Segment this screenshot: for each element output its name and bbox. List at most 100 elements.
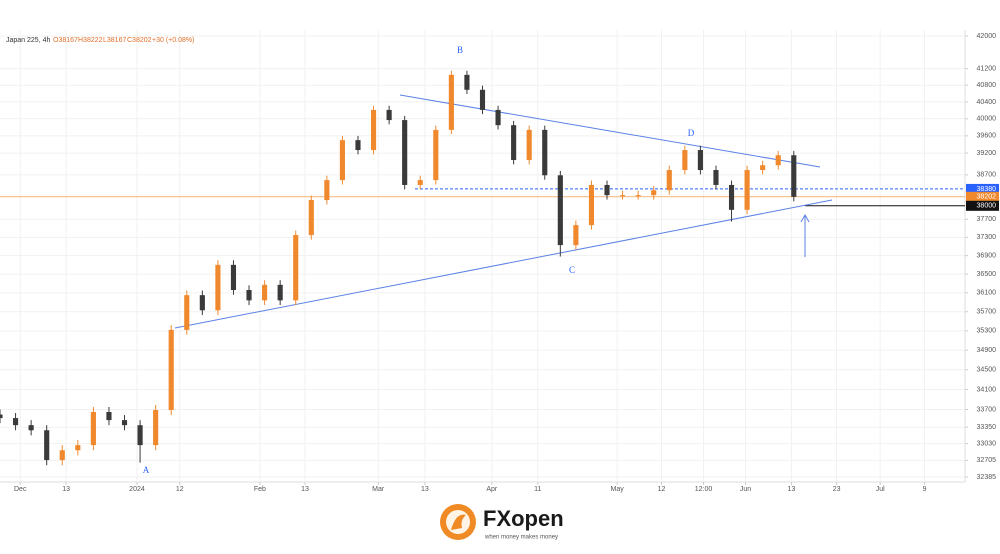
- candle-body: [433, 129, 439, 181]
- chart-background: [0, 0, 1000, 497]
- candle-body: [682, 150, 688, 171]
- x-tick-label: 12: [658, 486, 666, 493]
- candle-body: [12, 418, 19, 426]
- candle-body: [760, 165, 766, 171]
- trend-line: [174, 199, 833, 329]
- y-tick-label: 32385: [977, 474, 997, 481]
- price-label: 38202: [977, 194, 997, 201]
- ohlc-close: C38202: [127, 37, 152, 44]
- candle-body: [230, 264, 237, 290]
- candle-body: [728, 184, 735, 210]
- price-label: 38380: [977, 186, 997, 193]
- candle-body: [153, 410, 159, 446]
- x-tick-label: Dec: [14, 486, 27, 493]
- y-tick-label: 34500: [977, 367, 997, 374]
- ohlc-open: O38167: [53, 37, 78, 44]
- candle-body: [59, 450, 65, 461]
- arrow-head: [800, 213, 810, 223]
- trend-line: [399, 94, 821, 168]
- x-tick-label: 13: [62, 486, 70, 493]
- axes: 42000 41200 40800 40400 40000 39600 39200 38700…: [14, 33, 999, 493]
- candle-body: [495, 109, 501, 126]
- candle-body: [199, 295, 205, 311]
- candle-body: [246, 289, 252, 301]
- x-tick-label: 11: [534, 486, 541, 493]
- candle-body: [448, 74, 454, 130]
- candle-body: [635, 195, 641, 197]
- x-tick-label: 12: [176, 486, 184, 493]
- y-tick-label: 35300: [977, 328, 997, 335]
- price-label-box: [966, 200, 999, 211]
- candle-body: [121, 420, 128, 426]
- candle-body: [44, 430, 50, 461]
- candle-body: [775, 155, 781, 166]
- candle-body: [402, 120, 408, 185]
- y-tick-label: 38700: [977, 172, 997, 179]
- y-tick-label: 41200: [977, 66, 997, 73]
- price-lines: [0, 188, 965, 207]
- y-tick-label: 34900: [977, 347, 997, 354]
- y-tick-label: 39600: [977, 133, 997, 140]
- annotation: A: [143, 465, 150, 475]
- candles: [0, 70, 797, 466]
- price-label-box: [966, 183, 999, 194]
- y-tick-label: 33350: [977, 424, 997, 431]
- candle-body: [713, 170, 719, 185]
- candle-body: [324, 180, 330, 201]
- candle-body: [791, 155, 797, 197]
- annotation: B: [457, 45, 463, 55]
- candle-body: [215, 264, 221, 311]
- y-tick-label: 42000: [977, 33, 997, 40]
- candle-body: [620, 195, 626, 197]
- y-tick-label: 32705: [977, 457, 997, 464]
- candle-body: [137, 425, 143, 446]
- candle-body: [308, 200, 314, 236]
- candle-body: [573, 225, 579, 246]
- candle-body: [557, 175, 563, 246]
- candle-body: [28, 425, 34, 431]
- candle-body: [262, 284, 268, 301]
- candle-body: [542, 129, 548, 176]
- brand: FXopen: [483, 506, 564, 531]
- price-label: 38000: [977, 203, 997, 210]
- y-tick-label: 34100: [977, 386, 997, 393]
- annotation: D: [688, 128, 695, 138]
- tagline: when money makes money: [484, 535, 558, 541]
- candle-body: [0, 414, 3, 419]
- candle-body: [697, 150, 703, 171]
- y-tick-label: 36500: [977, 271, 997, 278]
- ohlc-high: H38222: [78, 37, 103, 44]
- x-tick-label: Jul: [876, 486, 885, 493]
- ohlc-low: L38167: [103, 37, 126, 44]
- y-tick-label: 37300: [977, 234, 997, 241]
- candle-body: [744, 170, 750, 210]
- candle-body: [277, 284, 283, 301]
- price-label-box: [966, 191, 999, 202]
- x-tick-label: 13: [301, 486, 309, 493]
- x-tick-label: 9: [923, 486, 927, 493]
- candle-body: [464, 74, 470, 90]
- candle-body: [479, 89, 486, 110]
- candle-body: [168, 329, 174, 411]
- y-tick-label: 36900: [977, 252, 997, 259]
- candle-body: [184, 295, 190, 330]
- candle-body: [355, 140, 361, 151]
- y-tick-label: 40400: [977, 99, 997, 106]
- x-tick-label: 2024: [129, 486, 145, 493]
- x-tick-label: 12:00: [695, 486, 713, 493]
- annotation: C: [569, 265, 575, 275]
- logo-mark: [451, 514, 466, 530]
- y-tick-label: 40800: [977, 82, 997, 89]
- header: Japan 225, 4h O38167 H38222 L38167 C3820…: [6, 37, 194, 44]
- candle-body: [511, 125, 517, 161]
- y-tick-label: 36100: [977, 290, 997, 297]
- y-tick-label: 37700: [977, 216, 997, 223]
- x-tick-label: 13: [421, 486, 429, 493]
- x-tick-label: 23: [833, 486, 841, 493]
- candle-body: [526, 129, 532, 161]
- candle-body: [90, 412, 96, 446]
- grid: [0, 30, 965, 482]
- x-tick-label: Apr: [486, 486, 498, 493]
